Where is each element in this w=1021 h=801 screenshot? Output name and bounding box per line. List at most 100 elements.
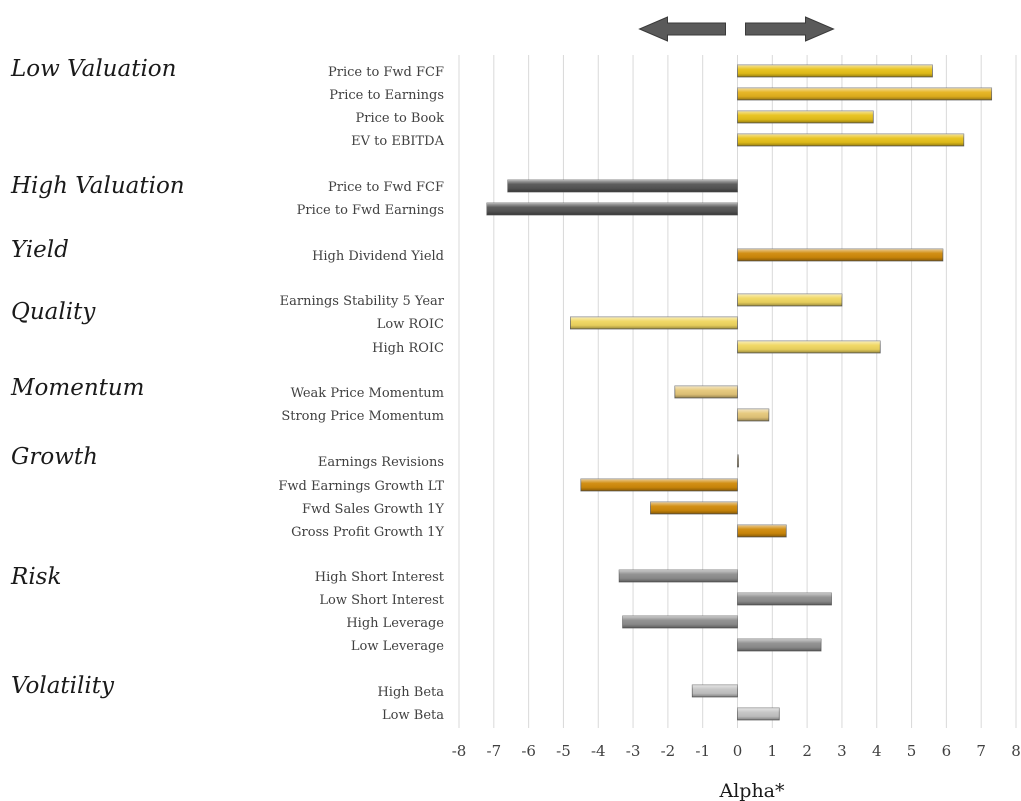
group-label: Growth: [11, 444, 98, 470]
category-label: High ROIC: [372, 341, 444, 356]
gridlines: [458, 55, 1017, 728]
bar: [737, 340, 881, 354]
category-label: Earnings Revisions: [318, 455, 444, 470]
category-label: Low ROIC: [377, 317, 444, 332]
category-label: Earnings Stability 5 Year: [280, 294, 445, 309]
x-tick-label: -3: [626, 742, 641, 760]
bar-shading: [737, 455, 739, 467]
bar: [737, 87, 993, 101]
bar-shading: [737, 249, 943, 261]
bar-shading: [622, 616, 738, 628]
group-label: Volatility: [11, 673, 115, 699]
category-label: Low Beta: [382, 708, 444, 723]
category-label: Price to Earnings: [329, 88, 444, 103]
category-label: EV to EBITDA: [351, 134, 444, 149]
bar-shading: [737, 65, 933, 77]
bar: [618, 569, 738, 583]
x-tick-label: -5: [556, 742, 571, 760]
group-label: High Valuation: [10, 173, 185, 199]
bar-shading: [737, 525, 787, 537]
bar-shading: [737, 593, 832, 605]
bar: [580, 478, 738, 492]
bar: [507, 179, 738, 193]
x-tick-label: 5: [907, 742, 917, 760]
x-tick-label: -1: [695, 742, 710, 760]
bar-shading: [692, 685, 738, 697]
bar-shading: [650, 502, 738, 514]
category-label: High Dividend Yield: [312, 249, 444, 264]
bar-shading: [737, 409, 769, 421]
group-label: Quality: [11, 299, 96, 325]
bar: [737, 454, 739, 468]
left-arrow-icon: [638, 16, 726, 42]
bar: [622, 615, 738, 629]
bar-shading: [570, 317, 738, 329]
x-tick-label: 8: [1011, 742, 1021, 760]
x-tick-label: 7: [976, 742, 986, 760]
bar: [691, 684, 738, 698]
bar: [737, 110, 874, 124]
x-axis-ticks: -8 -7 -6 -5 -4 -3 -2 -1 0 1 2 3 4 5 6 7 8: [452, 742, 1021, 760]
direction-arrows: [638, 16, 835, 42]
bar-shading: [674, 386, 738, 398]
x-tick-label: -7: [487, 742, 502, 760]
bar: [674, 385, 738, 399]
category-label: Strong Price Momentum: [281, 409, 444, 424]
category-label: High Short Interest: [315, 570, 445, 585]
x-tick-label: 3: [837, 742, 847, 760]
bar-shading: [737, 708, 780, 720]
bar-shading: [737, 294, 842, 306]
x-tick-label: 2: [802, 742, 812, 760]
category-label: Fwd Sales Growth 1Y: [302, 502, 444, 517]
category-label: High Leverage: [346, 616, 444, 631]
category-label: Fwd Earnings Growth LT: [278, 479, 444, 494]
x-axis-title: Alpha*: [718, 780, 785, 801]
bar: [486, 202, 738, 216]
bar-shading: [737, 111, 874, 123]
category-label: Low Short Interest: [319, 593, 444, 608]
bar-shading: [737, 639, 822, 651]
group-label: Low Valuation: [10, 56, 176, 82]
group-labels: Low Valuation High Valuation Yield Quality M…: [10, 56, 185, 699]
x-tick-label: -4: [591, 742, 606, 760]
group-label: Risk: [10, 564, 61, 590]
bar: [737, 133, 965, 147]
bar-shading: [619, 570, 738, 582]
bar: [737, 293, 843, 307]
bars: [486, 64, 993, 721]
category-label: Weak Price Momentum: [291, 386, 444, 401]
bar-shading: [737, 134, 964, 146]
group-label: Momentum: [10, 375, 145, 401]
category-label: High Beta: [377, 685, 444, 700]
right-arrow-icon: [745, 16, 835, 42]
category-label: Price to Fwd FCF: [328, 180, 444, 195]
x-tick-label: -8: [452, 742, 467, 760]
bar: [650, 501, 738, 515]
bar: [737, 707, 780, 721]
bar: [570, 316, 738, 330]
category-label: Price to Fwd Earnings: [297, 203, 444, 218]
bar-shading: [507, 180, 738, 192]
category-label: Low Leverage: [351, 639, 444, 654]
x-tick-label: 1: [768, 742, 778, 760]
x-tick-label: -6: [521, 742, 536, 760]
x-tick-label: 4: [872, 742, 882, 760]
bar: [737, 64, 933, 78]
bar-shading: [580, 479, 738, 491]
bar: [737, 408, 770, 422]
bar: [737, 638, 822, 652]
bar: [737, 524, 787, 538]
bar-shading: [737, 341, 881, 353]
bar: [737, 248, 944, 262]
category-labels: Price to Fwd FCF Price to Earnings Price t…: [278, 65, 444, 723]
bar: [737, 592, 832, 606]
category-label: Price to Book: [356, 111, 445, 126]
category-label: Gross Profit Growth 1Y: [291, 525, 444, 540]
x-tick-label: -2: [661, 742, 676, 760]
bar-shading: [486, 203, 738, 215]
category-label: Price to Fwd FCF: [328, 65, 444, 80]
bar-shading: [737, 88, 992, 100]
x-tick-label: 6: [942, 742, 952, 760]
group-label: Yield: [11, 237, 69, 263]
